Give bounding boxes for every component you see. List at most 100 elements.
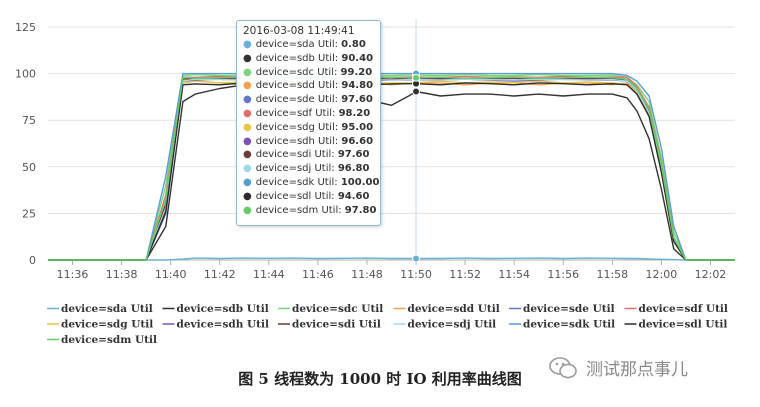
legend-item[interactable]: device=sde Util <box>509 303 615 315</box>
series-dot-icon: ● <box>243 149 252 161</box>
tooltip-row: ● device=sdh Util: 96.60 <box>243 135 374 149</box>
tooltip-label: device=sdf Util: <box>255 107 339 119</box>
legend-label: device=sdf Util <box>639 303 728 315</box>
tooltip-row: ● device=sde Util: 97.60 <box>243 93 374 107</box>
x-tick-label: 11:54 <box>498 268 530 281</box>
tooltip-row: ● device=sda Util: 0.80 <box>243 38 374 52</box>
y-tick-label: 75 <box>22 114 36 127</box>
tooltip-label: device=sdl Util: <box>255 190 338 202</box>
series-dot-icon: ● <box>243 107 252 119</box>
tooltip-row: ● device=sdc Util: 99.20 <box>243 66 374 80</box>
series-line-12 <box>48 76 735 261</box>
tooltip-row: ● device=sdm Util: 97.80 <box>243 204 376 218</box>
legend-item[interactable]: device=sdk Util <box>509 319 615 331</box>
figure-caption: 图 5 线程数为 1000 时 IO 利用率曲线图 <box>238 370 522 388</box>
series-dot-icon: ● <box>243 163 252 175</box>
x-tick-label: 11:40 <box>155 268 187 281</box>
y-axis-ticks: 0 25 50 75 100 125 <box>15 21 36 267</box>
x-tick-label: 11:52 <box>449 268 481 281</box>
legend-item[interactable]: device=sdg Util <box>47 319 153 331</box>
series-dot-icon: ● <box>243 52 252 64</box>
legend-item[interactable]: device=sdc Util <box>278 303 383 315</box>
tooltip-label: device=sdm Util: <box>255 204 345 216</box>
legend-label: device=sdi Util <box>292 319 381 331</box>
tooltip-value: 99.20 <box>340 66 373 78</box>
series-line-9 <box>48 78 735 261</box>
series-line-3 <box>48 80 735 261</box>
legend-item[interactable]: device=sdb Util <box>162 303 269 315</box>
legend-item[interactable]: device=sdf Util <box>624 303 728 315</box>
legend-item[interactable]: device=sda Util <box>47 303 153 315</box>
x-tick-label: 11:58 <box>596 268 628 281</box>
hover-marker <box>412 254 421 263</box>
tooltip-label: device=sde Util: <box>255 94 342 106</box>
x-tick-label: 12:02 <box>695 268 727 281</box>
legend-item[interactable]: device=sdl Util <box>624 319 728 331</box>
hover-marker <box>412 73 421 82</box>
legend-label: device=sde Util <box>523 303 615 315</box>
series-lines <box>48 72 735 261</box>
tooltip-row: ● device=sdg Util: 95.00 <box>243 121 374 135</box>
tooltip-value: 0.80 <box>341 39 366 50</box>
legend-label: device=sdk Util <box>523 319 615 331</box>
legend-label: device=sdd Util <box>408 303 500 315</box>
x-tick-label: 11:42 <box>204 268 236 281</box>
tooltip-row: ● device=sdd Util: 94.80 <box>243 79 374 93</box>
tooltip-row: ● device=sdb Util: 90.40 <box>243 52 374 66</box>
tooltip-value: 96.80 <box>337 163 370 175</box>
tooltip-row: ● device=sdj Util: 96.80 <box>243 162 374 176</box>
legend-item[interactable]: device=sdi Util <box>278 319 381 331</box>
x-axis-ticks: 11:36 11:38 11:40 11:42 11:44 11:46 11:48 11:50… <box>57 260 727 281</box>
tooltip-label: device=sdh Util: <box>255 135 342 147</box>
x-tick-label: 11:56 <box>547 268 579 281</box>
grid <box>48 26 735 261</box>
wechat-icon <box>549 356 577 378</box>
legend-label: device=sda Util <box>61 303 153 315</box>
series-line-7 <box>48 78 735 261</box>
legend-label: device=sdb Util <box>177 303 269 315</box>
y-tick-label: 25 <box>22 207 36 220</box>
tooltip-value: 100.00 <box>340 176 380 188</box>
tooltip-label: device=sdd Util: <box>255 80 342 92</box>
legend-item[interactable]: device=sdm Util <box>47 334 157 346</box>
series-line-10 <box>48 72 735 261</box>
legend-label: device=sdm Util <box>61 334 157 346</box>
series-line-6 <box>48 80 735 261</box>
tooltip-row: ● device=sdl Util: 94.60 <box>243 190 374 204</box>
legend[interactable]: device=sda Util device=sdb Util device=sdc… <box>47 303 728 346</box>
legend-item[interactable]: device=sdh Util <box>162 319 270 331</box>
series-dot-icon: ● <box>243 66 252 78</box>
series-dot-icon: ● <box>243 80 252 92</box>
tooltip-label: device=sdk Util: <box>255 176 341 188</box>
watermark: 测试那点事儿 <box>548 355 688 380</box>
tooltip-rows: ● device=sda Util: 0.80 ● device=sdb Util: … <box>243 38 379 218</box>
tooltip-value: 94.80 <box>341 80 374 92</box>
hover-marker <box>412 87 421 96</box>
tooltip-value: 96.60 <box>341 135 374 147</box>
legend-label: device=sdl Util <box>639 319 728 331</box>
tooltip-label: device=sdg Util: <box>255 121 342 133</box>
legend-item[interactable]: device=sdj Util <box>393 319 497 331</box>
tooltip-value: 98.20 <box>338 107 371 119</box>
x-tick-label: 11:48 <box>351 268 383 281</box>
legend-item[interactable]: device=sdd Util <box>393 303 500 315</box>
y-tick-label: 50 <box>22 161 36 174</box>
series-line-1 <box>48 82 735 261</box>
tooltip-value: 95.00 <box>341 121 374 133</box>
tooltip-row: ● device=sdi Util: 97.60 <box>243 148 374 162</box>
series-line-11 <box>48 82 735 261</box>
tooltip-label: device=sdi Util: <box>255 149 338 161</box>
tooltip-value: 97.60 <box>337 149 370 161</box>
x-tick-label: 11:38 <box>106 268 138 281</box>
series-dot-icon: ● <box>243 135 252 147</box>
series-dot-icon: ● <box>243 190 252 202</box>
x-tick-label: 12:00 <box>646 268 678 281</box>
tooltip-label: device=sdb Util: <box>255 52 342 64</box>
tooltip-label: device=sdj Util: <box>255 163 338 175</box>
legend-label: device=sdg Util <box>61 319 153 331</box>
legend-label: device=sdc Util <box>292 303 383 315</box>
y-tick-label: 0 <box>29 254 36 267</box>
x-tick-label: 11:50 <box>400 268 432 281</box>
watermark-text: 测试那点事儿 <box>586 360 688 380</box>
